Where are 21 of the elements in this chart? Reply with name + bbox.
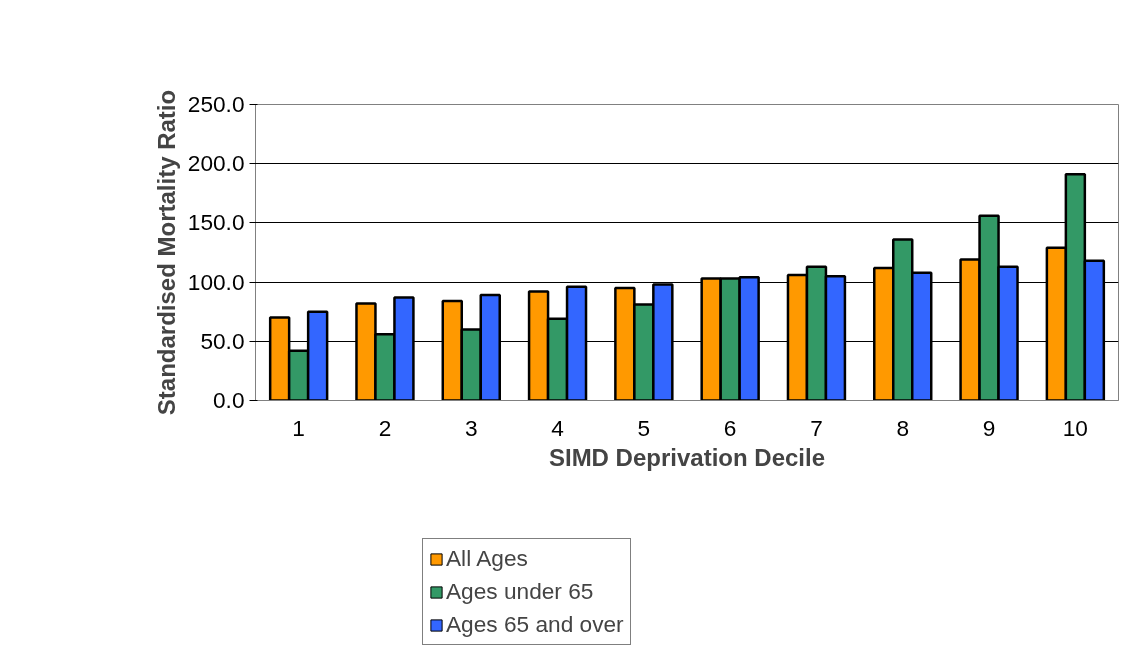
x-tick-label: 6 [723,414,737,441]
legend-label: Ages under 65 [446,578,594,605]
y-axis-title: Standardised Mortality Ratio [152,89,180,416]
x-tick-label: 9 [982,414,996,441]
y-tick-label: 200.0 [187,150,245,177]
x-tick-label: 3 [464,414,478,441]
x-tick-label: 2 [378,414,392,441]
x-tick-label: 5 [637,414,651,441]
legend-label: All Ages [446,545,528,572]
y-tick-label: 150.0 [187,209,245,236]
y-tick-label: 250.0 [187,91,245,117]
y-tick-label: 0.0 [213,387,245,413]
y-tick-label: 50.0 [200,327,245,354]
x-tick-label: 7 [810,414,823,441]
legend-label: Ages 65 and over [446,611,624,638]
x-axis-title: SIMD Deprivation Decile [548,443,826,471]
x-tick-label: 10 [1062,414,1088,441]
y-tick-label: 100.0 [187,268,245,295]
x-tick-label: 8 [896,414,910,441]
x-tick-label: 4 [551,414,564,441]
x-tick-label: 1 [292,414,305,441]
